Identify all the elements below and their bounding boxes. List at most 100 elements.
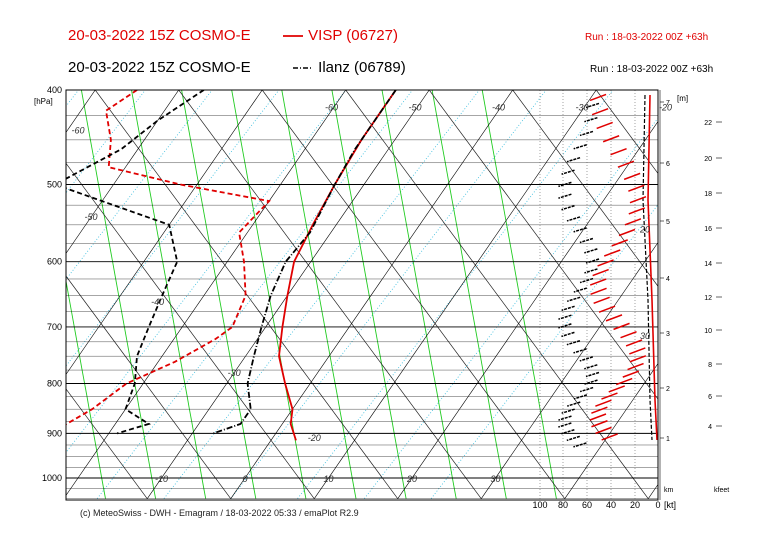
mixing-ratio-line [96,90,413,499]
km-tick-label: 1 [666,436,670,443]
ilanz-wind-barb [566,435,581,442]
ilanz-legend: Ilanz (06789) [292,59,406,76]
wind-speed-tick-label: 60 [582,500,592,510]
kfeet-tick-label: 12 [704,295,712,302]
ilanz-legend-label: Ilanz (06789) [318,59,406,76]
ilanz-wind-barb [579,130,594,137]
ilanz-wind-barb [585,258,600,264]
wind-speed-inner-label: 20 [639,224,650,234]
ilanz-dewpoint-line [66,90,205,435]
dry-adiabat [66,275,232,499]
visp-wind-barb [589,93,607,102]
km-tick-label: 5 [666,219,670,226]
visp-wind-barb [591,406,608,414]
dry-adiabat [680,90,766,499]
kfeet-footer-label: kfeet [714,487,729,494]
km-tick-label: 3 [666,331,670,338]
visp-wind-barb [598,305,616,313]
ilanz-wind-barb [584,379,598,385]
km-tick-label: 6 [666,161,670,168]
mixing-ratio-line [66,90,146,194]
temperature-tick-label: 30 [490,474,500,484]
visp-wind-barb [611,239,628,247]
visp-wind-barb [629,196,647,204]
ilanz-wind-barb [561,305,575,312]
visp-wind-barb [628,184,645,192]
visp-title: 20-03-2022 15Z COSMO-E [68,27,251,44]
wind-speed-tick-label: 40 [606,500,616,510]
ilanz-wind-barb [566,340,581,346]
temperature-tick-label: 20 [406,474,417,484]
ilanz-temperature-line [212,90,397,435]
visp-wind-barb [591,420,608,428]
visp-legend-line-icon [283,35,303,37]
ilanz-wind-barb [558,422,572,428]
ilanz-wind-barb [573,227,587,233]
ilanz-wind-barb [558,323,572,329]
wind-speed-tick-label: 100 [532,500,547,510]
visp-wind-barb [627,362,644,371]
kfeet-tick-label: 10 [704,328,712,335]
visp-wind-barb [625,339,643,347]
mixing-ratio-line [66,90,280,367]
dry-adiabat [512,90,658,287]
ilanz-wind-barb [573,348,587,354]
visp-wind-barb [628,207,646,215]
visp-wind-barb [629,355,647,363]
top-temperature-label: -40 [492,103,505,113]
ilanz-legend-line-icon [293,67,313,69]
dry-adiabat [428,90,658,400]
ilanz-wind-barb [585,102,600,109]
kfeet-tick-label: 16 [704,226,712,233]
kfeet-tick-label: 8 [708,362,712,369]
ilanz-wind-barb [561,331,575,338]
visp-wind-barb [590,287,607,295]
visp-wind-barb [589,278,607,286]
visp-wind-barb [613,322,630,331]
plot-frame [65,89,659,501]
ilanz-wind-profile-line [642,94,653,441]
mixing-ratio-line [66,90,79,107]
isotherm-line [397,120,658,499]
ilanz-title: 20-03-2022 15Z COSMO-E [68,59,251,76]
visp-wind-barb [589,413,607,421]
isotherm-line [230,90,513,499]
pressure-tick-label: 500 [47,179,62,189]
mixing-ratio-line [430,204,658,499]
kfeet-tick-label: 20 [704,156,712,163]
visp-wind-barb [620,331,637,339]
ilanz-wind-barb [566,216,581,222]
ilanz-wind-barb [579,386,594,393]
wind-speed-tick-label: 20 [630,500,640,510]
visp-wind-barb [610,147,627,156]
ilanz-wind-barb [558,181,572,188]
ilanz-wind-barb [561,169,575,175]
upper-temperature-label: -30 [228,368,241,378]
visp-wind-barb [595,426,612,435]
moist-adiabat [331,90,407,499]
pressure-tick-label: 900 [47,428,62,438]
isotherm-line [313,90,597,499]
isotherm-line [66,90,179,254]
visp-wind-barb [617,160,635,168]
kfeet-tick-label: 22 [704,120,712,127]
dry-adiabat [595,90,658,175]
isotherm-line [66,90,263,375]
ilanz-wind-barb [579,237,594,244]
top-temperature-label: -20 [659,103,672,113]
mixing-ratio-line [230,90,547,499]
visp-wind-barb [593,296,610,305]
ilanz-wind-barb [561,205,575,211]
pressure-tick-label: 400 [47,85,62,95]
visp-run-info: Run : 18-03-2022 00Z +63h [585,32,709,43]
ilanz-wind-barb [579,277,594,284]
pressure-axis-label: [hPa] [34,97,53,106]
wind-speed-tick-label: 80 [558,500,568,510]
visp-wind-barb [596,121,613,130]
moist-adiabat [381,90,457,499]
isotherm-line [0,90,12,499]
visp-wind-barb [603,249,621,257]
temperature-tick-label: 0 [242,474,247,484]
ilanz-wind-barb [573,442,587,448]
